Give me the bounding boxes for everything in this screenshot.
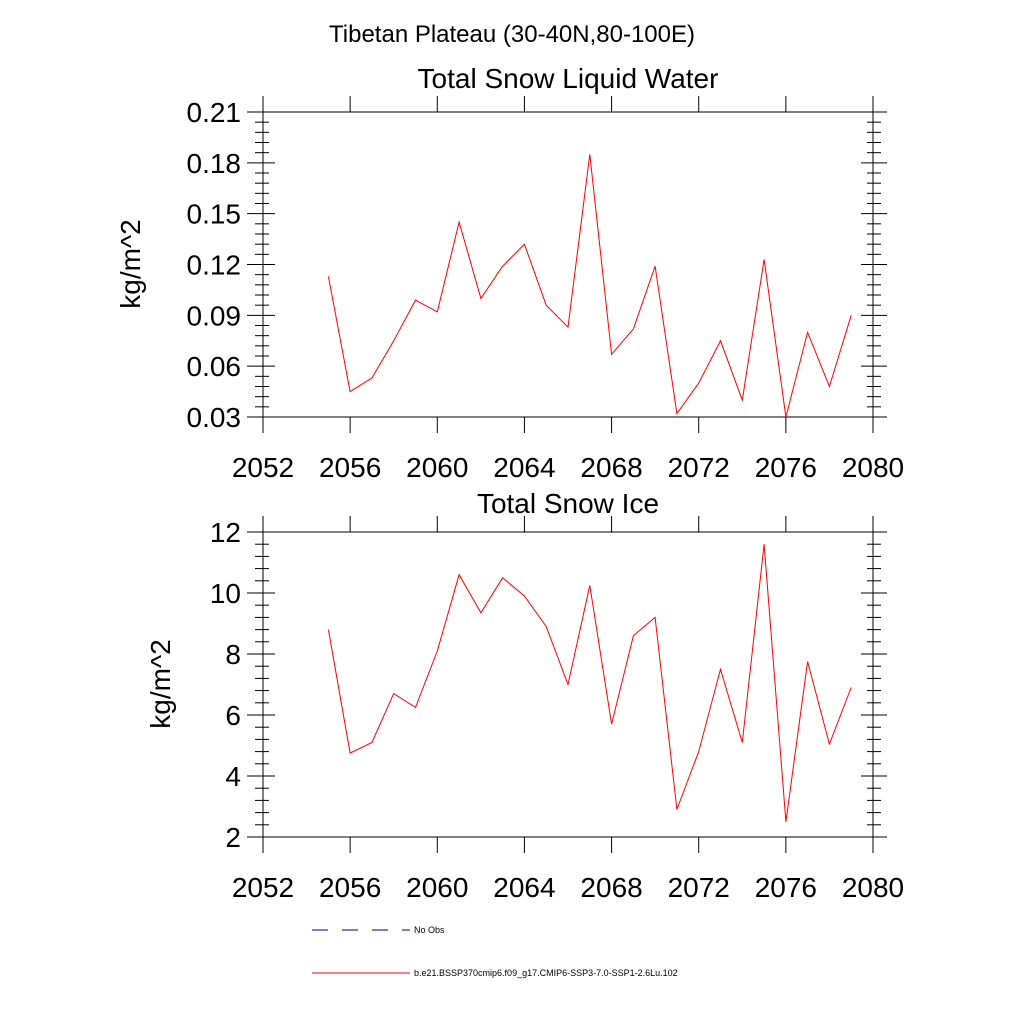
p0-ytick-label: 0.06 — [187, 351, 242, 382]
p0-xtick-label: 2080 — [842, 452, 904, 483]
p1-xtick-label: 2064 — [493, 872, 555, 903]
p0-xtick-label: 2064 — [493, 452, 555, 483]
p0-xtick-label: 2072 — [668, 452, 730, 483]
panel-snow-ice: Total Snow Ice kg/m^2 2052 2056 2060 2064 2068… — [145, 488, 904, 903]
p0-ytick-label: 0.21 — [187, 97, 242, 128]
p1-xtick-label: 2068 — [580, 872, 642, 903]
panel-snow-liquid-water: Total Snow Liquid Water kg/m^2 2052 2056 206… — [115, 63, 904, 483]
p1-xtick-label: 2052 — [232, 872, 294, 903]
legend: No Obs b.e21.BSSP370cmip6.f09_g17.CMIP6-… — [312, 925, 678, 978]
p0-ylabel: kg/m^2 — [115, 219, 146, 308]
p1-xtick-label: 2080 — [842, 872, 904, 903]
p1-ytick-label: 12 — [210, 517, 241, 548]
p0-xtick-label: 2060 — [406, 452, 468, 483]
p1-ytick-label: 4 — [225, 761, 241, 792]
p0-series-line — [327, 154, 852, 418]
p1-series-line — [327, 544, 852, 822]
p1-ytick-label: 6 — [225, 700, 241, 731]
p0-ytick-label: 0.15 — [187, 199, 242, 230]
p0-ytick-label: 0.03 — [187, 402, 242, 433]
p1-xtick-label: 2060 — [406, 872, 468, 903]
legend-label-model: b.e21.BSSP370cmip6.f09_g17.CMIP6-SSP3-7.… — [414, 968, 678, 978]
figure-title: Tibetan Plateau (30-40N,80-100E) — [329, 21, 695, 48]
p1-title: Total Snow Ice — [477, 488, 659, 519]
p1-ylabel: kg/m^2 — [145, 639, 176, 728]
p0-ytick-label: 0.12 — [187, 250, 242, 281]
p0-plot-frame — [262, 111, 874, 418]
p0-ytick-label: 0.09 — [187, 300, 242, 331]
p1-ytick-label: 8 — [225, 639, 241, 670]
p1-ytick-label: 10 — [210, 578, 241, 609]
p0-title: Total Snow Liquid Water — [418, 63, 719, 94]
p1-plot-frame — [262, 531, 874, 838]
p0-xtick-label: 2076 — [755, 452, 817, 483]
p1-ytick-label: 2 — [225, 822, 241, 853]
p0-xtick-label: 2056 — [319, 452, 381, 483]
p1-xtick-label: 2076 — [755, 872, 817, 903]
p0-ytick-label: 0.18 — [187, 148, 242, 179]
p1-xtick-label: 2072 — [668, 872, 730, 903]
p0-xtick-label: 2068 — [580, 452, 642, 483]
p1-xtick-label: 2056 — [319, 872, 381, 903]
p0-xtick-label: 2052 — [232, 452, 294, 483]
legend-label-no-obs: No Obs — [414, 925, 445, 935]
